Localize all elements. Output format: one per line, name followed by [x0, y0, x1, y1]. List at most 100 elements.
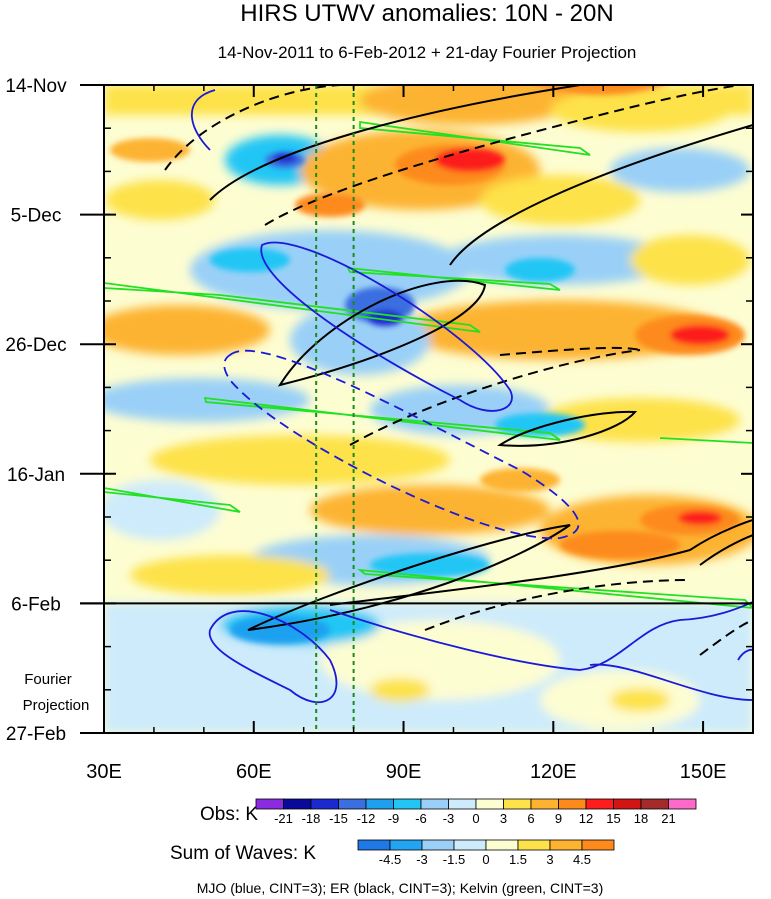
colorbar-swatch [485, 839, 519, 851]
er-contour-negative [264, 85, 741, 226]
colorbar-swatch [393, 798, 422, 810]
mjo-contour [208, 610, 338, 704]
er-contour-negative [499, 346, 641, 356]
colorbar-label: 12 [579, 811, 593, 826]
y-tick-label: 14-Nov [5, 76, 67, 97]
colorbar-label: 4.5 [573, 852, 591, 867]
x-axis: 30E 60E 90E 120E 150E [86, 85, 754, 783]
colorbar-label: -6 [415, 811, 427, 826]
obs-legend: Obs: K -21 -18 -15 -12 -9 -6 -3 0 3 6 9 12 15 18 21 [200, 798, 697, 826]
contour-note: MJO (blue, CINT=3); ER (black, CINT=3); … [197, 880, 604, 896]
colorbar-label: 21 [661, 811, 675, 826]
obs-legend-title: Obs: K [200, 804, 258, 825]
colorbar-label: -3 [443, 811, 455, 826]
x-tick-label: 120E [530, 761, 577, 783]
er-contour [277, 279, 487, 387]
er-contour [329, 519, 753, 606]
y-axis: 14-Nov 5-Dec 26-Dec 16-Jan 6-Feb 27-Feb [5, 76, 753, 745]
colorbar-swatch [420, 798, 449, 810]
colorbar-label: -1.5 [443, 852, 465, 867]
er-contour-negative [424, 579, 691, 631]
colorbar-swatch [283, 798, 312, 810]
colorbar-swatch [640, 798, 669, 810]
obs-colorbar: -21 -18 -15 -12 -9 -6 -3 0 3 6 9 12 15 18 21 [255, 798, 697, 826]
kelvin-contour [203, 396, 561, 441]
colorbar-label: -9 [388, 811, 400, 826]
colorbar-swatch [517, 839, 551, 851]
er-contour-negative [164, 85, 341, 171]
kelvin-contours [104, 120, 753, 609]
colorbar-label: 3 [500, 811, 507, 826]
colorbar-label: -12 [357, 811, 376, 826]
waves-legend: Sum of Waves: K -4.5 -3 -1.5 0 1.5 3 4.5 [170, 839, 615, 867]
plot-area [104, 85, 753, 733]
y-tick-label: 5-Dec [11, 206, 62, 227]
colorbar-label: -15 [329, 811, 348, 826]
y-tick-label: 16-Jan [7, 465, 65, 486]
x-tick-label: 150E [680, 761, 727, 783]
colorbar-swatch [448, 798, 477, 810]
kelvin-contour [359, 120, 591, 156]
colorbar-swatch [613, 798, 642, 810]
colorbar-swatch [530, 798, 559, 810]
colorbar-swatch [503, 798, 532, 810]
colorbar-swatch [453, 839, 487, 851]
waves-colorbar: -4.5 -3 -1.5 0 1.5 3 4.5 [357, 839, 615, 867]
er-contour-negative [699, 619, 753, 656]
kelvin-contour [659, 437, 753, 444]
colorbar-swatch [310, 798, 339, 810]
colorbar-label: 3 [546, 852, 553, 867]
chart-title: HIRS UTWV anomalies: 10N - 20N [240, 0, 613, 27]
field-inner-layer [110, 85, 745, 644]
mjo-contour [260, 241, 513, 412]
colorbar-swatch [475, 798, 504, 810]
plot-frame [103, 84, 754, 734]
projection-label-line2: Projection [23, 697, 90, 714]
colorbar-swatch [558, 798, 587, 810]
colorbar-label: 15 [606, 811, 620, 826]
colorbar-swatch [585, 798, 614, 810]
x-tick-label: 30E [86, 761, 122, 783]
colorbar-swatch [338, 798, 367, 810]
projection-label-line1: Fourier [24, 671, 72, 688]
er-contour [699, 534, 753, 566]
anomaly-field [104, 85, 753, 733]
colorbar-label: -21 [274, 811, 293, 826]
colorbar-swatch [365, 798, 394, 810]
er-contour [449, 124, 753, 266]
er-contour-negative [349, 349, 641, 446]
kelvin-contour [357, 568, 753, 609]
mjo-contour-negative [223, 349, 580, 540]
mjo-contour [190, 89, 216, 151]
mjo-contour [589, 663, 753, 701]
colorbar-swatch [668, 798, 697, 810]
chart-subtitle: 14-Nov-2011 to 6-Feb-2012 + 21-day Fouri… [218, 43, 637, 62]
colorbar-label: -4.5 [379, 852, 401, 867]
colorbar-label: 18 [634, 811, 648, 826]
colorbar-label: 0 [472, 811, 479, 826]
colorbar-swatch [549, 839, 583, 851]
colorbar-label: -18 [302, 811, 321, 826]
x-tick-label: 60E [236, 761, 272, 783]
colorbar-label: 6 [527, 811, 534, 826]
colorbar-swatch [255, 798, 284, 810]
y-tick-label: 6-Feb [11, 594, 61, 615]
y-tick-label: 26-Dec [5, 335, 66, 356]
colorbar-label: 9 [555, 811, 562, 826]
kelvin-contour [104, 487, 241, 513]
mjo-contours [190, 89, 753, 704]
er-contour [497, 410, 638, 447]
x-tick-label: 90E [386, 761, 422, 783]
kelvin-contour [346, 266, 561, 291]
colorbar-label: 1.5 [509, 852, 527, 867]
y-tick-label: 27-Feb [6, 724, 66, 745]
colorbar-label: 0 [482, 852, 489, 867]
colorbar-swatch [421, 839, 455, 851]
colorbar-swatch [581, 839, 615, 851]
colorbar-swatch [389, 839, 423, 851]
colorbar-label: -3 [416, 852, 428, 867]
reference-lines [315, 85, 355, 733]
waves-legend-title: Sum of Waves: K [170, 843, 316, 864]
colorbar-swatch [357, 839, 391, 851]
